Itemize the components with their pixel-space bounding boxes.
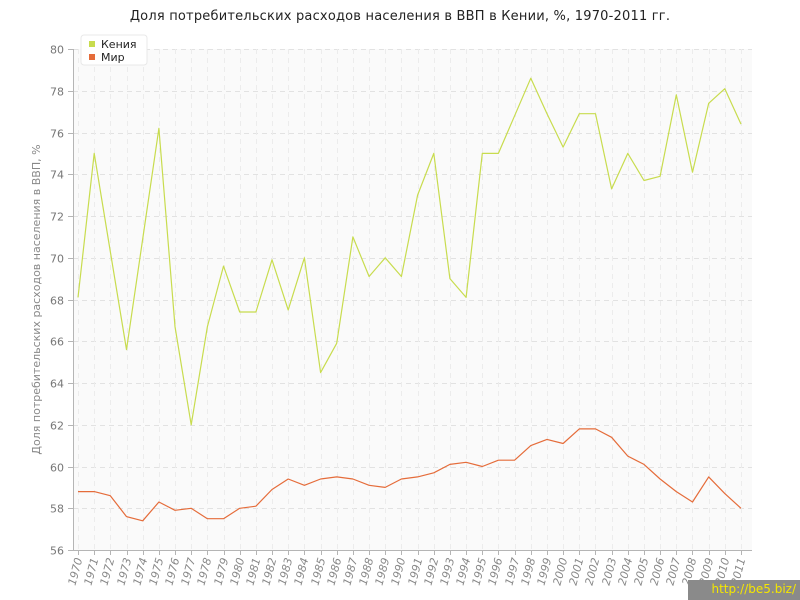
axes bbox=[73, 49, 752, 551]
y-axis-label: Доля потребительских расходов населения … bbox=[30, 144, 43, 454]
legend-swatch bbox=[89, 41, 95, 47]
legend-box bbox=[80, 34, 148, 66]
chart-title: Доля потребительских расходов населения … bbox=[129, 9, 671, 24]
y-axis-ticks: 56 58 60 62 64 66 68 70 72 74 76 78 80 bbox=[50, 44, 73, 558]
y-tick-label: 64 bbox=[50, 378, 64, 391]
y-tick-label: 62 bbox=[50, 420, 64, 433]
y-tick-label: 58 bbox=[50, 503, 64, 516]
watermark-badge[interactable]: http://be5.biz/ bbox=[688, 580, 800, 600]
y-tick-label: 56 bbox=[50, 545, 64, 558]
x-axis-ticks: 1970197119721973197419751976197719781979… bbox=[66, 550, 748, 587]
watermark-link[interactable]: http://be5.biz/ bbox=[711, 582, 796, 596]
series-lines bbox=[77, 77, 742, 522]
series-line-kenya bbox=[77, 77, 742, 426]
plot-background bbox=[73, 49, 752, 550]
legend-item-label[interactable]: Кения bbox=[101, 38, 137, 51]
y-tick-label: 74 bbox=[50, 169, 64, 182]
y-tick-label: 80 bbox=[50, 44, 64, 57]
y-tick-label: 70 bbox=[50, 253, 64, 266]
legend-swatch bbox=[89, 54, 95, 60]
y-tick-label: 60 bbox=[50, 462, 64, 475]
y-tick-label: 72 bbox=[50, 211, 64, 224]
legend-item-label[interactable]: Мир bbox=[101, 51, 125, 64]
y-tick-label: 76 bbox=[50, 128, 64, 141]
y-tick-label: 66 bbox=[50, 336, 64, 349]
y-tick-label: 78 bbox=[50, 86, 64, 99]
series-line-world bbox=[78, 428, 742, 522]
plot-area bbox=[73, 49, 752, 550]
y-tick-label: 68 bbox=[50, 295, 64, 308]
